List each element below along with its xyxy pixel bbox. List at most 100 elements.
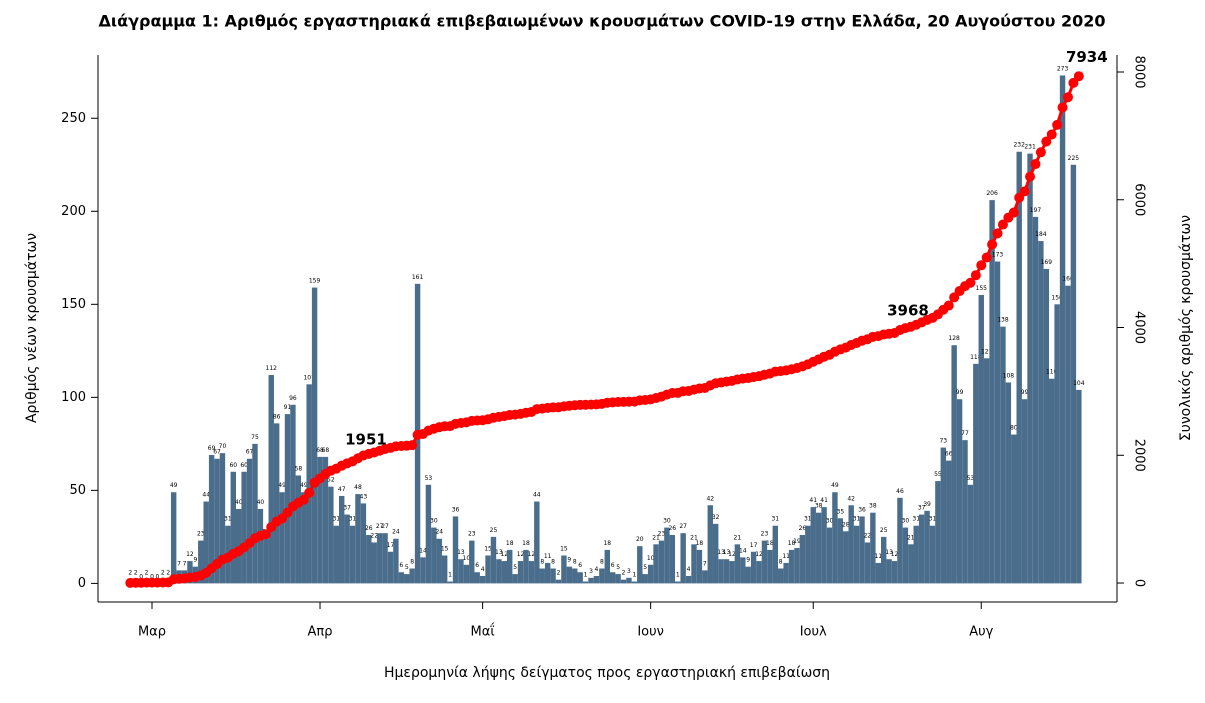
bar — [913, 525, 919, 584]
bar-value-label: 15 — [441, 545, 449, 552]
cumulative-point — [1052, 119, 1063, 130]
bar — [333, 525, 339, 584]
bar — [447, 581, 453, 584]
bar — [360, 503, 367, 584]
bar — [908, 544, 914, 584]
bar — [837, 518, 844, 584]
bar-value-label: 121 — [981, 348, 993, 355]
bar-value-label: 21 — [652, 534, 660, 541]
bar — [338, 495, 345, 584]
bar — [599, 568, 605, 584]
bar-value-label: 17 — [750, 542, 758, 549]
bar-value-label: 13 — [885, 549, 893, 556]
bar — [978, 295, 984, 584]
bar-value-label: 23 — [468, 531, 476, 538]
bar-value-label: 12 — [528, 551, 536, 558]
x-tick-label: Ιουλ — [800, 625, 827, 640]
bar — [1032, 216, 1039, 584]
bar-value-label: 60 — [240, 462, 248, 469]
bar — [740, 557, 746, 584]
bar — [1027, 153, 1033, 584]
bar — [1059, 75, 1066, 584]
y-tick-label: 0 — [78, 576, 86, 591]
bar-value-label: 41 — [809, 497, 817, 504]
bar-value-label: 52 — [327, 477, 335, 484]
cumulative-point — [981, 252, 992, 263]
bar-value-label: 70 — [219, 443, 227, 450]
bar — [458, 559, 464, 584]
bar — [279, 492, 285, 584]
bar — [946, 460, 952, 584]
bar-value-label: 2 — [557, 570, 561, 577]
x-tick-label: Ιουν — [637, 625, 664, 640]
bar — [290, 404, 296, 584]
bar-value-label: 9 — [193, 557, 197, 564]
y2-tick-label: 2000 — [1132, 439, 1147, 472]
bar-value-label: 11 — [874, 553, 882, 560]
bar-value-label: 9 — [567, 557, 571, 564]
x-tick-label: Αυγ — [969, 625, 993, 640]
bar-value-label: 5 — [643, 564, 647, 571]
bar — [371, 542, 377, 584]
bar — [712, 523, 719, 584]
bar-value-label: 19 — [793, 538, 801, 545]
bar-value-label: 7 — [177, 560, 181, 567]
bar — [848, 505, 854, 584]
bar-value-label: 273 — [1057, 65, 1069, 72]
bar-value-label: 104 — [1073, 380, 1085, 387]
cumulative-point — [1041, 136, 1052, 147]
bar — [691, 544, 697, 584]
bar-value-label: 112 — [266, 365, 278, 372]
bar-value-label: 60 — [229, 462, 237, 469]
y-tick-label: 150 — [61, 297, 86, 312]
bar-value-label: 38 — [869, 503, 877, 510]
bar-value-label: 108 — [1003, 372, 1015, 379]
bar — [490, 536, 497, 584]
bar-value-label: 22 — [864, 532, 872, 539]
cumulative-point — [1025, 171, 1036, 182]
bar-value-label: 24 — [435, 529, 443, 536]
bar — [853, 525, 860, 584]
bar — [355, 494, 361, 584]
bar — [420, 557, 426, 584]
bar — [398, 572, 405, 584]
bar — [669, 535, 676, 584]
bar-value-label: 12 — [728, 551, 736, 558]
bar-value-label: 12 — [186, 551, 194, 558]
bar-value-label: 161 — [412, 274, 424, 281]
bar — [989, 200, 995, 584]
bar-value-label: 4 — [481, 566, 485, 573]
bar-value-label: 75 — [251, 434, 259, 441]
bar — [1011, 434, 1017, 584]
bar-value-label: 25 — [880, 527, 888, 534]
bar-value-label: 49 — [300, 482, 308, 489]
bar-value-label: 96 — [289, 395, 297, 402]
bar — [756, 561, 762, 584]
bar — [815, 512, 822, 584]
bar-value-label: 22 — [370, 532, 378, 539]
bar — [208, 455, 215, 584]
cumulative-point — [1019, 186, 1030, 197]
bar-value-label: 99 — [956, 389, 964, 396]
bar-value-label: 3 — [627, 568, 631, 575]
bar — [799, 535, 806, 584]
bar — [214, 458, 220, 584]
bar-value-label: 53 — [967, 475, 975, 482]
bar — [718, 559, 724, 584]
bar — [366, 535, 372, 584]
bar-value-label: 41 — [820, 497, 828, 504]
bar-value-label: 18 — [522, 540, 530, 547]
bar — [1021, 399, 1028, 584]
bar — [566, 566, 573, 584]
bar-value-label: 13 — [723, 549, 731, 556]
bar — [1065, 285, 1071, 584]
bar — [507, 549, 513, 584]
bar-value-label: 1 — [448, 572, 452, 579]
bar-value-label: 38 — [815, 503, 823, 510]
bar-value-label: 26 — [668, 525, 676, 532]
y2-tick-label: 6000 — [1132, 183, 1147, 216]
bar-value-label: 8 — [410, 559, 414, 566]
bar — [637, 546, 643, 584]
bar — [376, 533, 383, 584]
bar-value-label: 4 — [595, 566, 599, 573]
